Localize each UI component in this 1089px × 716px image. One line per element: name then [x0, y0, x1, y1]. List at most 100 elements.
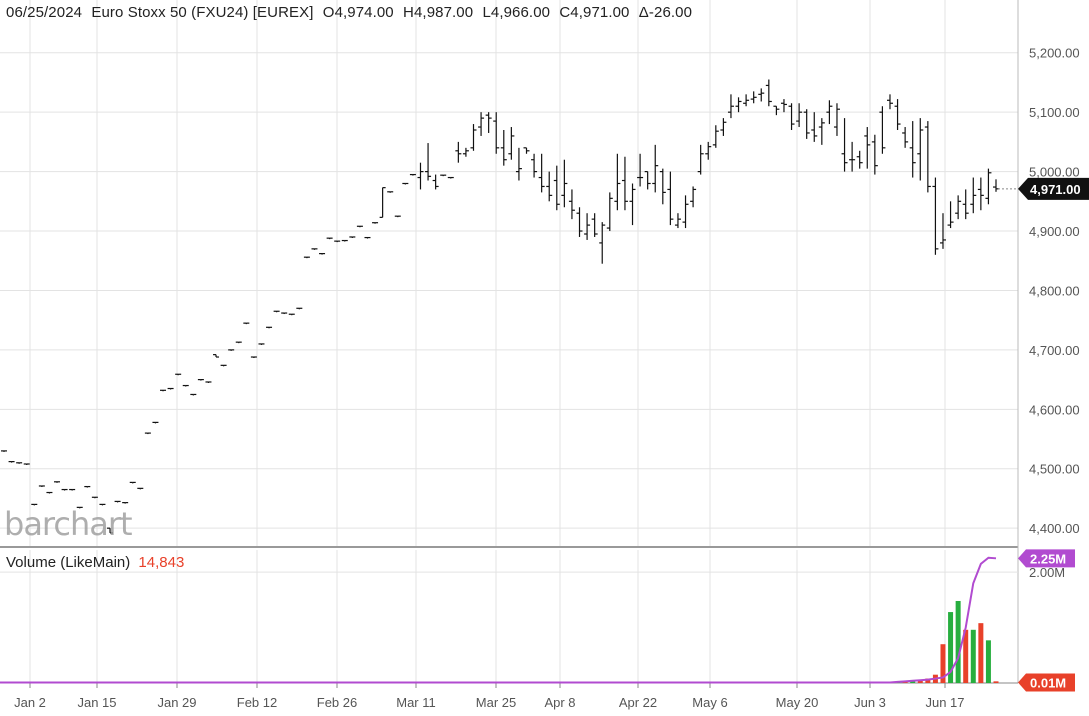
- chart-header: 06/25/2024 Euro Stoxx 50 (FXU24) [EUREX]…: [6, 4, 697, 21]
- ohlc-bar: [334, 240, 341, 243]
- ohlc-bar: [894, 99, 901, 130]
- ohlc-bar: [23, 463, 30, 465]
- ohlc-bar: [970, 177, 977, 214]
- ohlc-bar: [1, 450, 7, 452]
- ohlc-bar: [387, 191, 394, 193]
- ohlc-bar: [107, 527, 114, 534]
- ohlc-bar: [425, 143, 432, 181]
- volume-y-tick-label: 2.00M: [1029, 565, 1065, 580]
- ohlc-bar: [758, 88, 765, 102]
- ohlc-bar: [379, 187, 386, 218]
- ohlc-bar: [296, 307, 303, 310]
- ohlc-bar: [349, 236, 356, 238]
- x-tick-label: Jan 29: [157, 695, 196, 710]
- ohlc-bar: [811, 112, 818, 142]
- ohlc-bar: [440, 174, 447, 177]
- ohlc-bar: [144, 432, 151, 435]
- header-low: L4,966.00: [482, 4, 551, 21]
- ohlc-bar: [99, 503, 106, 506]
- ohlc-bar: [765, 79, 772, 107]
- ohlc-bar: [879, 106, 886, 154]
- ohlc-bar: [947, 201, 954, 229]
- ohlc-bar: [856, 150, 863, 169]
- ohlc-bar: [674, 213, 681, 229]
- ohlc-bar: [576, 207, 583, 237]
- ohlc-bar: [826, 100, 833, 125]
- volume-average-tag: [1018, 549, 1075, 568]
- last-price-tag: [1018, 177, 1089, 200]
- price-y-tick-label: 5,000.00: [1029, 165, 1080, 180]
- volume-bar: [993, 681, 999, 683]
- ohlc-bar: [273, 310, 280, 313]
- price-y-tick-label: 4,800.00: [1029, 283, 1080, 298]
- ohlc-bar: [500, 130, 507, 166]
- ohlc-bar: [591, 213, 598, 237]
- ohlc-bar: [31, 503, 38, 506]
- ohlc-bar: [137, 487, 144, 490]
- ohlc-bar: [84, 485, 91, 488]
- volume-min-label: 0.01M: [1030, 675, 1066, 690]
- volume-bar: [978, 623, 984, 683]
- ohlc-bar: [932, 177, 939, 255]
- header-high: H4,987.00: [403, 4, 474, 21]
- ohlc-bar: [38, 485, 45, 487]
- ohlc-bar: [228, 349, 235, 351]
- ohlc-bar: [606, 192, 613, 232]
- price-y-tick-label: 4,400.00: [1029, 521, 1080, 536]
- ohlc-bar: [152, 421, 159, 424]
- ohlc-bar: [394, 215, 401, 218]
- ohlc-bar: [538, 153, 545, 193]
- ohlc-bar: [485, 112, 492, 133]
- ohlc-bar: [902, 127, 909, 148]
- ohlc-bar: [250, 356, 257, 359]
- header-change: Δ-26.00: [638, 4, 693, 21]
- ohlc-bar: [409, 173, 416, 176]
- volume-bar: [955, 600, 961, 683]
- volume-label: Volume: [6, 554, 57, 571]
- ohlc-bar: [818, 118, 825, 145]
- ohlc-bar: [886, 94, 893, 110]
- ohlc-bar: [629, 183, 636, 226]
- volume-bar: [970, 629, 976, 683]
- volume-bar: [925, 678, 931, 683]
- ohlc-bar: [743, 94, 750, 107]
- ohlc-bar: [213, 354, 220, 358]
- ohlc-bar: [319, 253, 326, 255]
- ohlc-bar: [864, 127, 871, 169]
- ohlc-bar: [939, 213, 946, 249]
- ohlc-bar: [833, 103, 840, 136]
- ohlc-bar: [114, 500, 121, 503]
- ohlc-bar: [697, 144, 704, 175]
- x-tick-label: Apr 8: [544, 695, 575, 710]
- ohlc-bar: [91, 496, 98, 499]
- ohlc-bar: [432, 174, 439, 190]
- ohlc-bar: [167, 387, 174, 390]
- ohlc-bar: [690, 186, 697, 208]
- ohlc-bar: [266, 326, 273, 329]
- volume-bar: [910, 680, 916, 683]
- ohlc-bar: [614, 153, 621, 211]
- ohlc-bar: [478, 112, 485, 136]
- ohlc-bar: [644, 171, 651, 190]
- ohlc-bar: [985, 168, 992, 205]
- ohlc-bar: [841, 118, 848, 172]
- ohlc-bar: [849, 141, 856, 172]
- header-close: C4,971.00: [559, 4, 630, 21]
- x-tick-label: Jun 17: [925, 695, 964, 710]
- volume-value: 14,843: [138, 554, 185, 571]
- ohlc-bar: [553, 165, 560, 211]
- ohlc-bar: [667, 171, 674, 226]
- ohlc-bar: [796, 103, 803, 128]
- barchart-logo: barchart: [4, 505, 133, 543]
- x-tick-label: Feb 26: [317, 695, 357, 710]
- ohlc-bar: [364, 236, 371, 239]
- x-tick-label: Jan 15: [77, 695, 116, 710]
- ohlc-bar: [175, 373, 182, 376]
- ohlc-bar: [637, 153, 644, 187]
- header-open: O4,974.00: [322, 4, 394, 21]
- ohlc-bar: [356, 225, 363, 228]
- ohlc-bar: [993, 179, 999, 192]
- price-y-tick-label: 4,500.00: [1029, 462, 1080, 477]
- ohlc-bar: [129, 481, 136, 484]
- ohlc-bar: [61, 488, 68, 491]
